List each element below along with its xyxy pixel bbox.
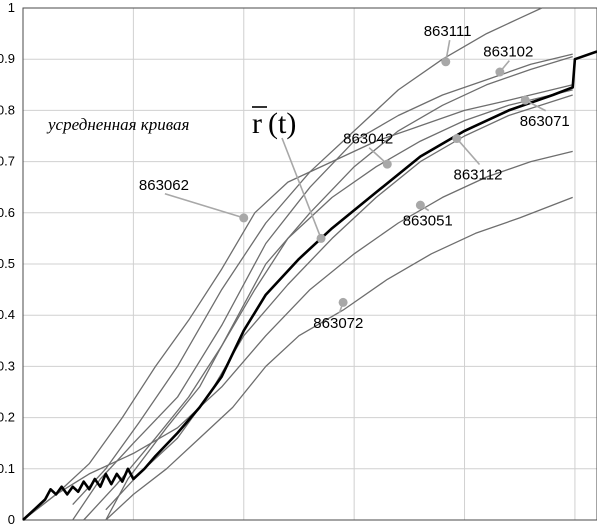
y-tick-label: 0.3 [0, 358, 15, 373]
y-axis-ticks: 0 0.1 0.2 0.3 0.4 0.5 0.6 0.7 0.8 0.9 1 [0, 0, 15, 527]
formula-r: r [252, 107, 262, 140]
formula-arg: (t) [268, 107, 296, 140]
pointer-dot [382, 159, 392, 169]
series-lines [22, 7, 573, 521]
annotation-pointer-line [281, 137, 322, 239]
pointer-dot [452, 134, 462, 144]
y-tick-label: 1 [8, 0, 15, 15]
pointer-dot [520, 95, 530, 105]
series-line-863051 [22, 150, 573, 521]
y-tick-label: 0.4 [0, 307, 15, 322]
series-line-863111 [72, 7, 543, 506]
pointer-dot [338, 297, 348, 307]
series-line-863112 [105, 94, 573, 511]
series-label-863051: 863051 [403, 213, 453, 230]
pointer-dot [495, 67, 505, 77]
average-curve-label: усредненная кривая [46, 115, 190, 134]
series-label-863112: 863112 [454, 167, 503, 184]
y-tick-label: 0 [8, 512, 15, 527]
y-tick-label: 0.2 [0, 410, 15, 425]
series-labels: 863111 863102 863071 863062 863042 863112 8630… [139, 23, 570, 332]
series-line-863042 [83, 89, 573, 521]
pointer-dot [415, 200, 425, 210]
y-tick-label: 0.9 [0, 51, 15, 66]
series-line-863102 [72, 53, 573, 521]
y-tick-label: 0.6 [0, 205, 15, 220]
series-label-863072: 863072 [313, 315, 363, 332]
series-label-863071: 863071 [520, 113, 570, 130]
series-label-863042: 863042 [343, 131, 393, 148]
average-annotation: усредненная кривая r (t) [46, 106, 296, 140]
annotation-pointer-dot [316, 233, 326, 243]
pointer-line [164, 192, 245, 219]
series-label-863062: 863062 [139, 177, 189, 194]
y-tick-label: 0.7 [0, 154, 15, 169]
average-curve [22, 50, 597, 521]
series-label-863102: 863102 [483, 44, 533, 61]
average-line [22, 50, 597, 521]
y-tick-label: 0.1 [0, 461, 15, 476]
series-label-863111: 863111 [424, 23, 472, 40]
pointer-dot [239, 213, 249, 223]
series-line-863071 [105, 55, 573, 521]
pointer-line [456, 138, 481, 166]
series-line-863062 [22, 84, 573, 521]
pointer-dot [441, 57, 451, 67]
grid-lines [22, 7, 597, 521]
label-pointers [164, 40, 547, 314]
series-line-863072 [105, 196, 573, 521]
y-tick-label: 0.8 [0, 102, 15, 117]
plot-frame [22, 7, 597, 521]
y-tick-label: 0.5 [0, 256, 15, 271]
